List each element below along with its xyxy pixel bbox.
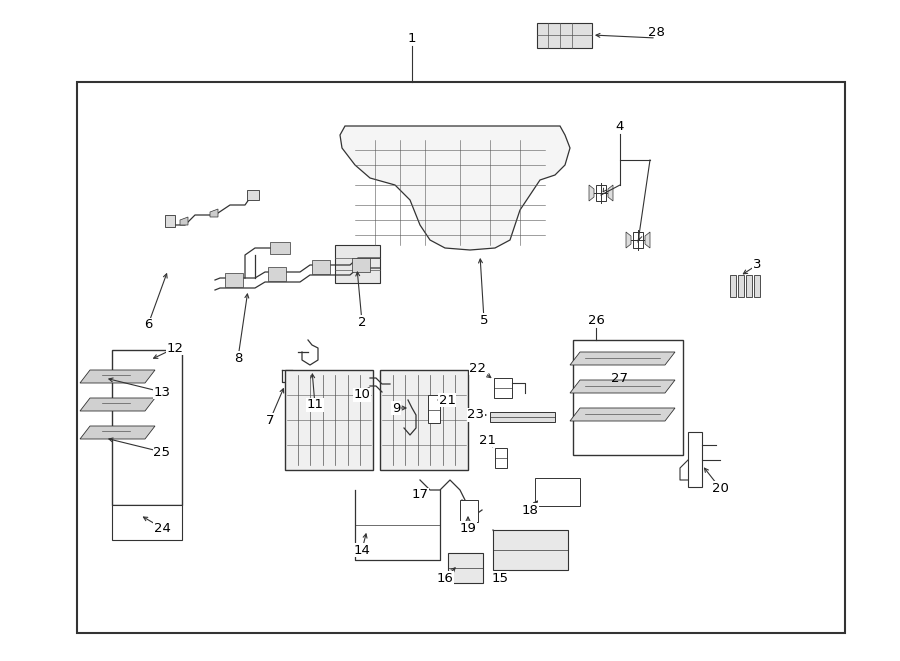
Text: 24: 24	[154, 522, 170, 535]
Text: 3: 3	[752, 258, 761, 272]
Bar	[596, 185, 606, 201]
Bar	[688, 432, 702, 487]
Bar	[225, 273, 243, 287]
Text: 9: 9	[392, 401, 400, 414]
Bar	[746, 275, 752, 297]
Bar	[535, 478, 580, 506]
Bar	[165, 215, 175, 227]
Polygon shape	[80, 426, 155, 439]
Text: 4: 4	[616, 120, 625, 134]
Bar	[754, 275, 760, 297]
Bar	[493, 530, 568, 570]
Text: 6: 6	[144, 319, 152, 332]
Text: 13: 13	[154, 385, 170, 399]
Bar	[77, 82, 845, 633]
Text: 21: 21	[480, 434, 497, 446]
Text: 8: 8	[234, 352, 242, 364]
Text: 26: 26	[588, 313, 605, 327]
Bar	[738, 275, 744, 297]
Polygon shape	[570, 352, 675, 365]
Polygon shape	[608, 185, 613, 201]
Text: 7: 7	[266, 414, 274, 426]
Bar	[633, 232, 643, 248]
Text: 2: 2	[358, 315, 366, 329]
Bar	[268, 267, 286, 281]
Text: 14: 14	[354, 543, 371, 557]
Text: 25: 25	[154, 446, 170, 459]
Bar	[335, 245, 380, 283]
Polygon shape	[570, 380, 675, 393]
Text: 27: 27	[611, 371, 628, 385]
Bar	[285, 370, 373, 470]
Text: 16: 16	[436, 572, 454, 584]
Bar	[573, 340, 683, 455]
Text: 5: 5	[480, 313, 488, 327]
Text: 20: 20	[712, 481, 728, 494]
Bar	[537, 23, 592, 48]
Polygon shape	[80, 398, 155, 411]
Text: 10: 10	[354, 389, 371, 401]
Text: 12: 12	[166, 342, 184, 354]
Bar	[730, 275, 736, 297]
Text: 23: 23	[467, 408, 484, 422]
Bar	[247, 190, 259, 200]
Bar	[270, 242, 290, 254]
Bar	[352, 258, 370, 272]
Text: 22: 22	[470, 362, 487, 375]
Polygon shape	[80, 370, 155, 383]
Text: 28: 28	[648, 26, 664, 38]
Bar	[112, 505, 182, 540]
Polygon shape	[570, 408, 675, 421]
Bar	[495, 448, 507, 468]
Text: 19: 19	[460, 522, 476, 535]
Text: 21: 21	[438, 393, 455, 407]
Bar	[312, 260, 330, 274]
Polygon shape	[340, 126, 570, 250]
Bar	[112, 350, 182, 505]
Bar	[460, 500, 478, 522]
Text: 18: 18	[522, 504, 538, 516]
Text: 17: 17	[411, 488, 428, 502]
Polygon shape	[626, 232, 631, 248]
Text: 15: 15	[491, 572, 508, 584]
Bar	[448, 553, 483, 583]
Bar	[494, 378, 512, 398]
Polygon shape	[645, 232, 650, 248]
Polygon shape	[589, 185, 594, 201]
Bar	[428, 395, 440, 423]
Bar	[490, 412, 555, 422]
Text: 11: 11	[307, 399, 323, 412]
Text: 1: 1	[408, 32, 416, 44]
Bar	[380, 370, 468, 470]
Polygon shape	[210, 209, 218, 217]
Polygon shape	[180, 217, 188, 225]
